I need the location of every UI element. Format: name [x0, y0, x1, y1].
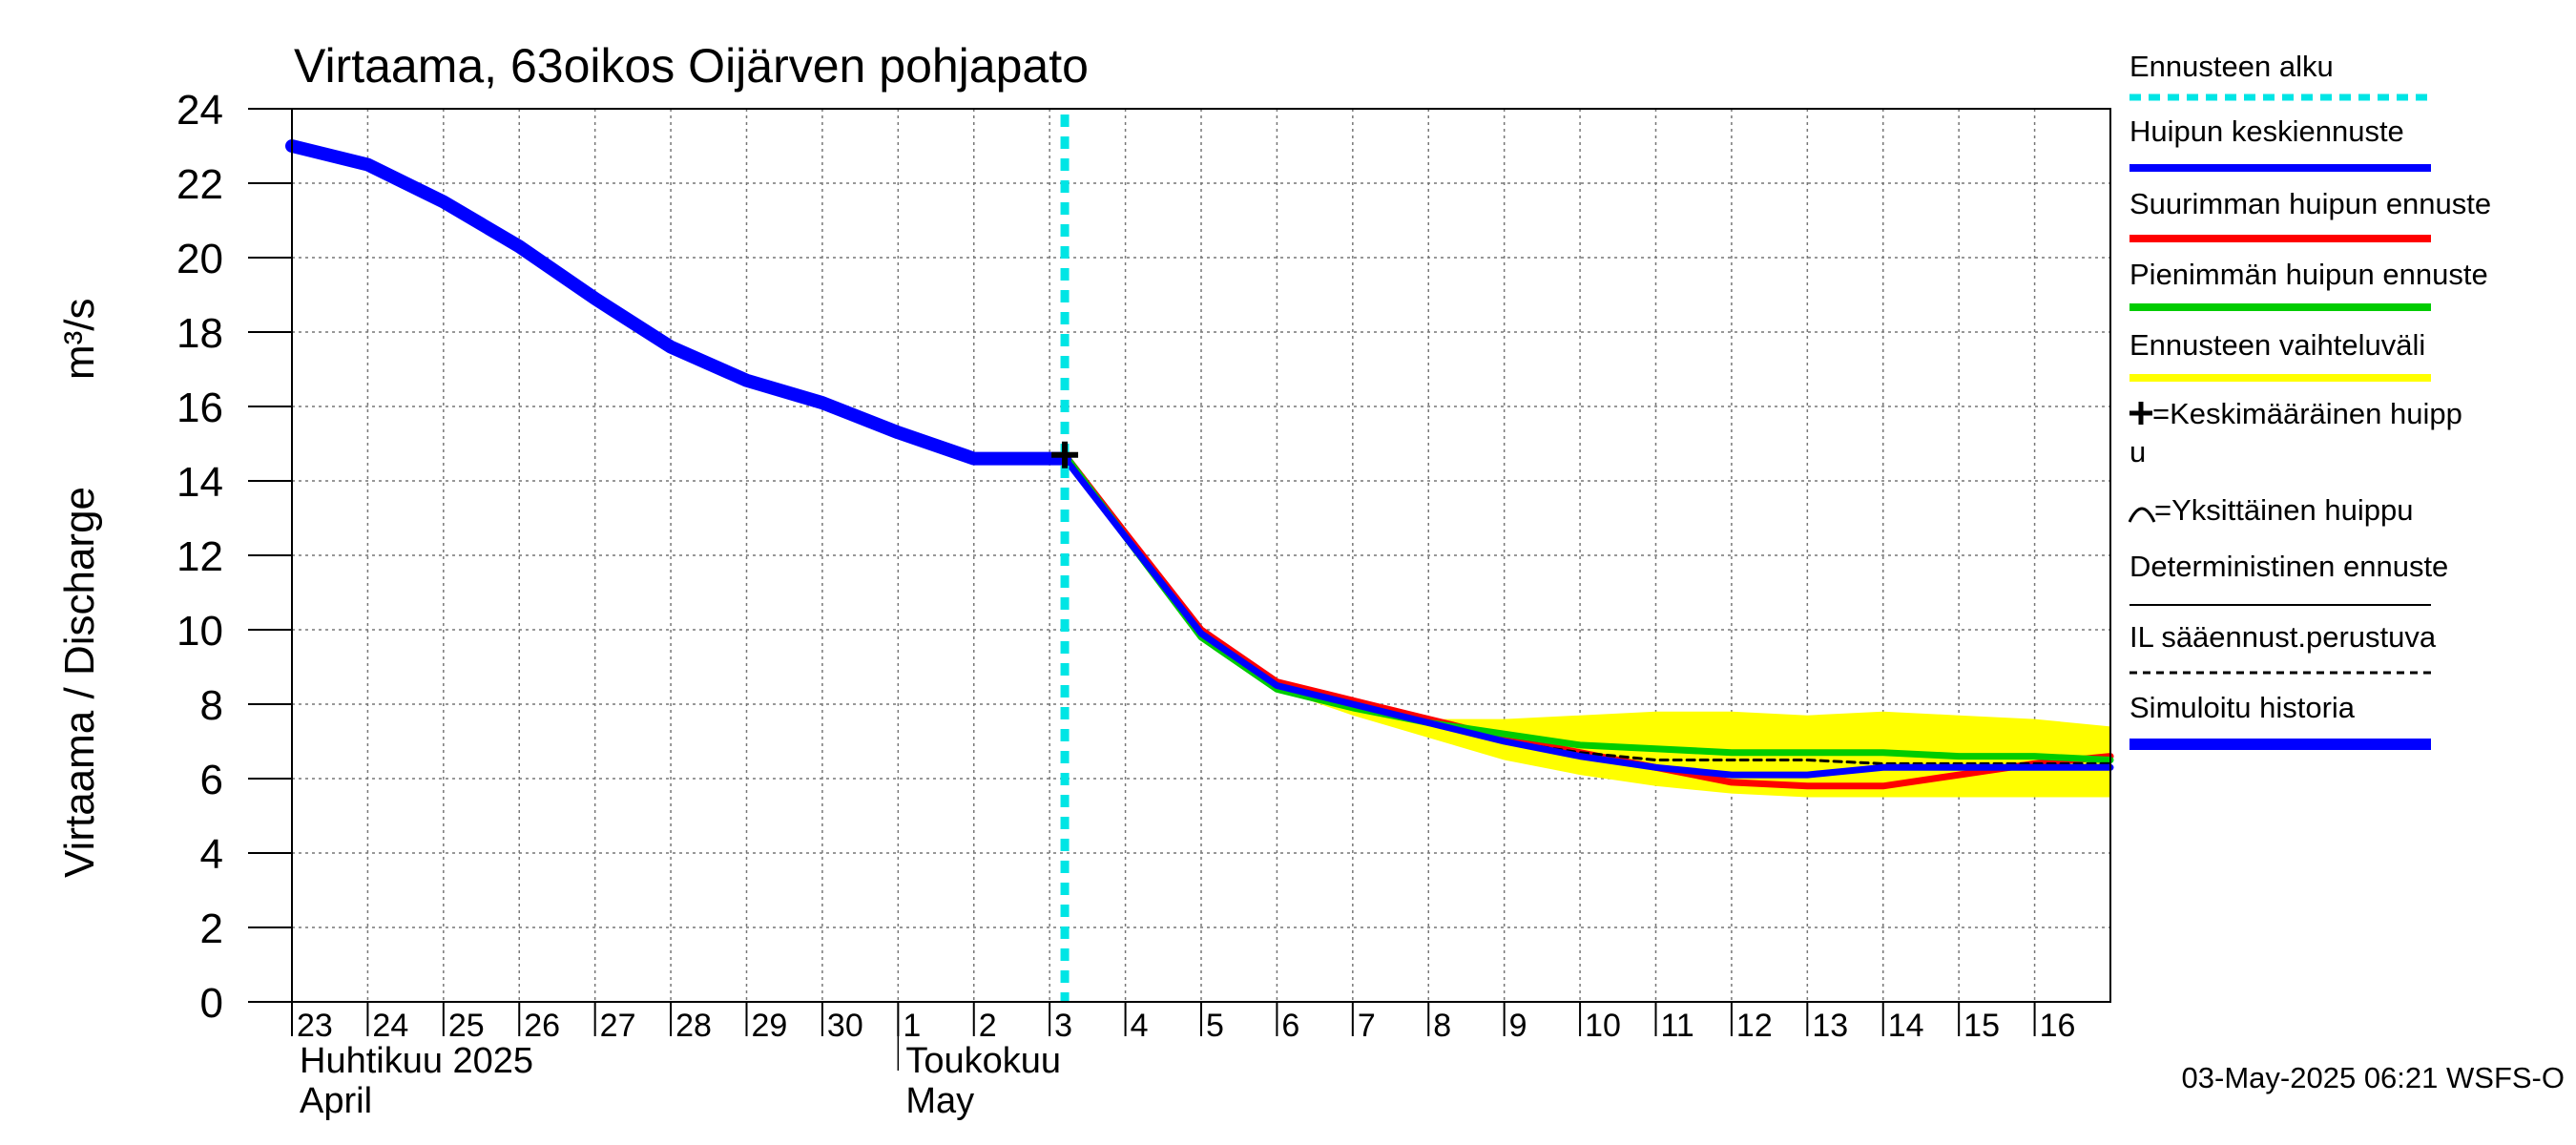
x-tick-label: 24 — [372, 1008, 408, 1044]
legend-item: Simuloitu historia — [2129, 691, 2431, 750]
legend-label: Suurimman huipun ennuste — [2129, 187, 2491, 220]
y-tick-label: 8 — [200, 682, 223, 729]
y-tick-label: 0 — [200, 980, 223, 1027]
mean-peak-forecast-line — [1061, 455, 2114, 779]
legend-plus-symbol — [2129, 402, 2152, 425]
legend-label-cont: u — [2129, 435, 2146, 468]
forecast-band-layer — [1277, 681, 2110, 798]
y-tick-label: 10 — [177, 608, 223, 655]
y-tick-label: 2 — [200, 906, 223, 952]
x-tick-label: 13 — [1812, 1008, 1848, 1044]
x-tick-label: 15 — [1963, 1008, 2000, 1044]
y-tick-label: 16 — [177, 385, 223, 431]
y-tick-label: 14 — [177, 459, 223, 506]
y-tick-label: 22 — [177, 161, 223, 208]
x-tick-label: 9 — [1509, 1008, 1527, 1044]
legend-label: Huipun keskiennuste — [2129, 114, 2404, 148]
x-tick-label: 3 — [1054, 1008, 1072, 1044]
legend-item: Ennusteen vaihteluväli — [2129, 328, 2431, 382]
x-tick-label: 7 — [1358, 1008, 1376, 1044]
chart-title: Virtaama, 63oikos Oijärven pohjapato — [294, 39, 1089, 93]
legend: Ennusteen alku Huipun keskiennuste Suurimm… — [2128, 50, 2491, 750]
y-axis-label: Virtaama / Discharge — [56, 487, 103, 878]
x-tick-label: 12 — [1736, 1008, 1773, 1044]
min-peak-forecast-line — [1061, 451, 2114, 763]
x-tick-label: 27 — [600, 1008, 636, 1044]
x-tick-label: 2 — [979, 1008, 997, 1044]
x-tick-label: 10 — [1585, 1008, 1621, 1044]
x-tick-label: 14 — [1888, 1008, 1924, 1044]
legend-label: IL sääennust.perustuva — [2129, 620, 2437, 654]
legend-arc-symbol — [2128, 507, 2156, 523]
y-tick-label: 24 — [177, 87, 223, 134]
simulated-history-line — [285, 139, 1072, 466]
legend-label: =Keskimääräinen huipp — [2152, 397, 2462, 430]
legend-label: Simuloitu historia — [2129, 691, 2356, 724]
y-tick-label: 20 — [177, 236, 223, 282]
x-tick-label: 4 — [1131, 1008, 1149, 1044]
x-tick-label: 30 — [827, 1008, 863, 1044]
y-tick-label: 18 — [177, 310, 223, 357]
y-axis-unit: m³/s — [56, 298, 103, 380]
legend-label: Deterministinen ennuste — [2129, 550, 2448, 583]
month-label-en: May — [905, 1081, 974, 1121]
legend-label: Ennusteen vaihteluväli — [2129, 328, 2425, 362]
legend-item: IL sääennust.perustuva — [2129, 620, 2437, 675]
legend-item: Ennusteen alku — [2129, 50, 2431, 101]
legend-label: Ennusteen alku — [2129, 50, 2334, 83]
x-tick-label: 16 — [2040, 1008, 2076, 1044]
legend-label: =Yksittäinen huippu — [2154, 493, 2413, 527]
legend-item: Deterministinen ennuste — [2129, 550, 2448, 606]
month-label-fi: Huhtikuu 2025 — [300, 1041, 533, 1081]
legend-label: Pienimmän huipun ennuste — [2129, 258, 2488, 291]
series-layer — [285, 139, 2114, 790]
x-tick-label: 11 — [1661, 1008, 1694, 1044]
x-tick-label: 25 — [448, 1008, 485, 1044]
x-tick-label: 28 — [675, 1008, 712, 1044]
y-tick-label: 12 — [177, 533, 223, 580]
month-label-en: April — [300, 1081, 372, 1121]
legend-item: =Keskimääräinen huippu — [2129, 397, 2462, 468]
peak-marker-layer — [1051, 441, 1079, 468]
y-tick-label: 4 — [200, 831, 223, 878]
x-tick-label: 6 — [1281, 1008, 1299, 1044]
grid — [292, 109, 2110, 1002]
footer-timestamp: 03-May-2025 06:21 WSFS-O — [2182, 1061, 2565, 1094]
legend-item: Suurimman huipun ennuste — [2129, 187, 2491, 242]
x-tick-label: 29 — [752, 1008, 788, 1044]
month-label-fi: Toukokuu — [905, 1041, 1061, 1081]
legend-item: =Yksittäinen huippu — [2128, 493, 2413, 527]
x-tick-label: 8 — [1433, 1008, 1451, 1044]
legend-item: Huipun keskiennuste — [2129, 114, 2431, 172]
forecast-range-band — [1277, 681, 2110, 798]
x-tick-label: 26 — [524, 1008, 560, 1044]
x-axis-ticks: 23 24 25 26 27 28 29 30 1 2 3 4 5 6 7 8 9 10 11 12 13 14 15 16 — [291, 1002, 2076, 1044]
legend-item: Pienimmän huipun ennuste — [2129, 258, 2488, 311]
y-tick-label: 6 — [200, 757, 223, 803]
mean-peak-marker — [1051, 441, 1079, 468]
x-tick-label: 5 — [1206, 1008, 1224, 1044]
x-tick-label: 1 — [903, 1008, 921, 1044]
x-tick-label: 23 — [297, 1008, 333, 1044]
